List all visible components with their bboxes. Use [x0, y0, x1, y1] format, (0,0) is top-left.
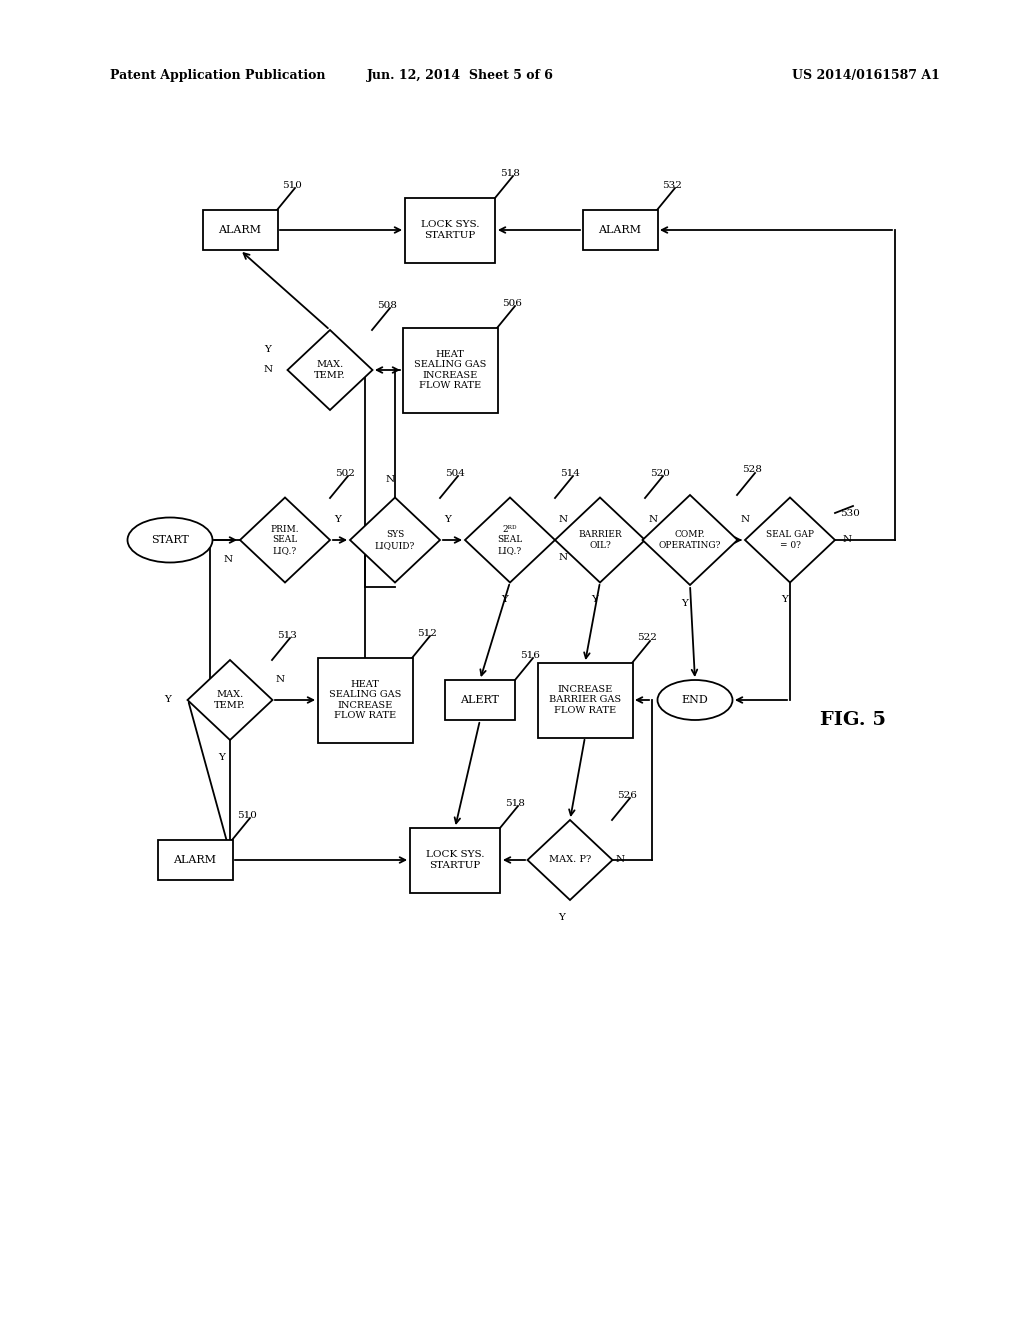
FancyBboxPatch shape: [406, 198, 495, 263]
Text: MAX.
TEMP.: MAX. TEMP.: [314, 360, 346, 380]
Text: N: N: [558, 553, 567, 562]
Text: 512: 512: [417, 628, 437, 638]
Polygon shape: [240, 498, 330, 582]
FancyBboxPatch shape: [317, 657, 413, 742]
Text: 516: 516: [520, 651, 540, 660]
FancyBboxPatch shape: [402, 327, 498, 412]
Text: LOCK SYS.
STARTUP: LOCK SYS. STARTUP: [421, 220, 479, 240]
Text: N: N: [615, 855, 625, 865]
Text: END: END: [682, 696, 709, 705]
Text: N: N: [740, 516, 750, 524]
Text: N: N: [223, 556, 232, 565]
Text: SEAL GAP
= 0?: SEAL GAP = 0?: [766, 531, 814, 549]
Text: 513: 513: [278, 631, 297, 639]
Text: Y: Y: [558, 913, 565, 923]
Text: Patent Application Publication: Patent Application Publication: [110, 69, 326, 82]
Text: ALARM: ALARM: [598, 224, 641, 235]
Text: Y: Y: [502, 595, 509, 605]
Text: N: N: [843, 536, 852, 544]
Text: N: N: [275, 676, 285, 685]
Text: 514: 514: [560, 469, 580, 478]
Text: COMP.
OPERATING?: COMP. OPERATING?: [658, 531, 721, 549]
FancyBboxPatch shape: [203, 210, 278, 249]
Text: 520: 520: [650, 469, 670, 478]
Text: 510: 510: [237, 810, 257, 820]
FancyBboxPatch shape: [538, 663, 633, 738]
Polygon shape: [187, 660, 272, 741]
FancyBboxPatch shape: [445, 680, 515, 719]
Text: INCREASE
BARRIER GAS
FLOW RATE: INCREASE BARRIER GAS FLOW RATE: [549, 685, 622, 715]
Text: SYS
LIQUID?: SYS LIQUID?: [375, 531, 415, 549]
FancyBboxPatch shape: [410, 828, 500, 892]
Text: N: N: [263, 366, 272, 375]
Text: LOCK SYS.
STARTUP: LOCK SYS. STARTUP: [426, 850, 484, 870]
Text: 2ᴿᴰ
SEAL
LIQ.?: 2ᴿᴰ SEAL LIQ.?: [498, 525, 522, 554]
Text: 526: 526: [617, 791, 637, 800]
Polygon shape: [642, 495, 737, 585]
Text: HEAT
SEALING GAS
INCREASE
FLOW RATE: HEAT SEALING GAS INCREASE FLOW RATE: [329, 680, 401, 721]
Polygon shape: [465, 498, 555, 582]
Text: START: START: [152, 535, 188, 545]
Text: 518: 518: [505, 799, 525, 808]
Text: PRIM.
SEAL
LIQ.?: PRIM. SEAL LIQ.?: [270, 525, 299, 554]
Text: 528: 528: [742, 466, 762, 474]
Polygon shape: [288, 330, 373, 411]
Text: Y: Y: [335, 516, 341, 524]
Text: 506: 506: [502, 298, 522, 308]
FancyBboxPatch shape: [158, 840, 232, 880]
Text: ALARM: ALARM: [218, 224, 261, 235]
Text: ALERT: ALERT: [461, 696, 500, 705]
Text: MAX. P?: MAX. P?: [549, 855, 591, 865]
Text: N: N: [648, 516, 657, 524]
Text: Y: Y: [165, 696, 171, 705]
Text: N: N: [385, 475, 394, 484]
Polygon shape: [350, 498, 440, 582]
Text: Y: Y: [781, 595, 788, 605]
Polygon shape: [745, 498, 835, 582]
Text: 518: 518: [500, 169, 520, 177]
FancyBboxPatch shape: [583, 210, 657, 249]
Polygon shape: [555, 498, 645, 582]
Text: 532: 532: [662, 181, 682, 190]
Text: 522: 522: [637, 634, 656, 643]
Text: N: N: [558, 516, 567, 524]
Text: 530: 530: [840, 508, 860, 517]
Text: 508: 508: [377, 301, 397, 309]
Text: US 2014/0161587 A1: US 2014/0161587 A1: [793, 69, 940, 82]
Text: Y: Y: [682, 598, 688, 607]
Text: BARRIER
OIL?: BARRIER OIL?: [579, 531, 622, 549]
Ellipse shape: [657, 680, 732, 719]
Text: FIG. 5: FIG. 5: [820, 711, 886, 729]
Ellipse shape: [128, 517, 213, 562]
Text: Y: Y: [264, 346, 271, 355]
Text: Y: Y: [218, 754, 225, 763]
Text: 510: 510: [282, 181, 302, 190]
Text: ALARM: ALARM: [173, 855, 216, 865]
Text: Jun. 12, 2014  Sheet 5 of 6: Jun. 12, 2014 Sheet 5 of 6: [367, 69, 553, 82]
Polygon shape: [527, 820, 612, 900]
Text: MAX.
TEMP.: MAX. TEMP.: [214, 690, 246, 710]
Text: Y: Y: [592, 595, 598, 605]
Text: HEAT
SEALING GAS
INCREASE
FLOW RATE: HEAT SEALING GAS INCREASE FLOW RATE: [414, 350, 486, 391]
Text: 502: 502: [335, 469, 355, 478]
Text: Y: Y: [444, 516, 452, 524]
Text: 504: 504: [445, 469, 465, 478]
